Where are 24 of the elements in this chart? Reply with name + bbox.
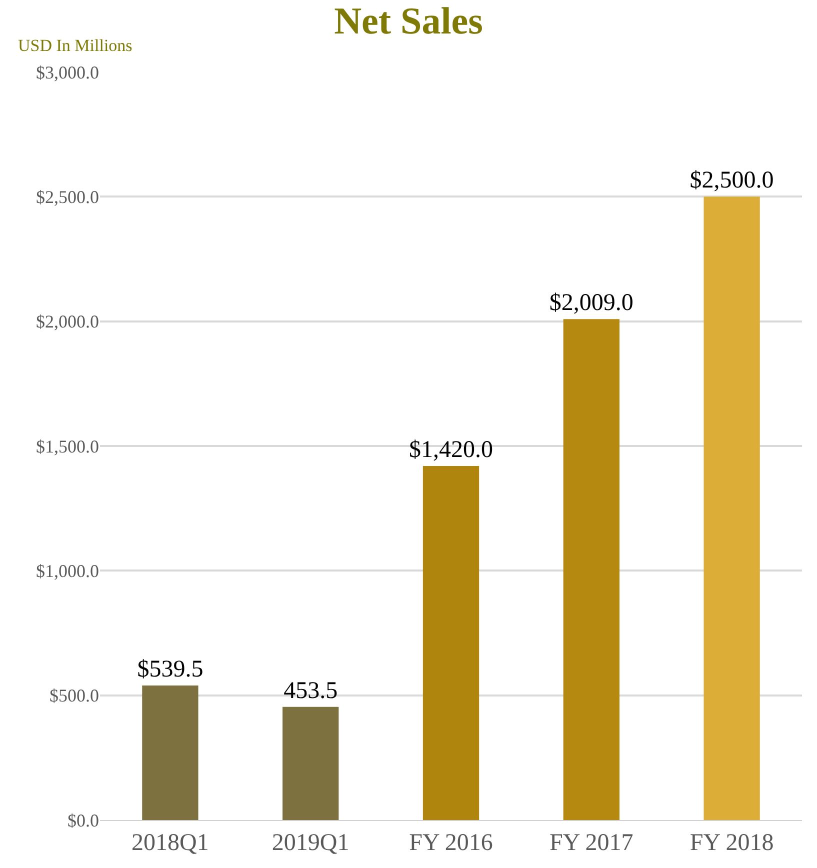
data-label: $2,500.0	[690, 168, 774, 194]
y-tick-label: $3,000.0	[36, 62, 99, 82]
y-tick-label: $0.0	[68, 810, 99, 830]
bar	[563, 319, 620, 820]
data-label: $2,009.0	[549, 290, 634, 316]
bar	[282, 706, 339, 820]
x-tick-label: FY 2017	[550, 830, 634, 856]
y-tick-label: $1,500.0	[36, 436, 99, 456]
y-axis-title: USD In Millions	[18, 36, 132, 55]
chart-title: Net Sales	[334, 0, 483, 43]
x-tick-label: FY 2018	[690, 830, 774, 856]
y-tick-label: $500.0	[50, 686, 99, 706]
bar	[422, 466, 480, 820]
data-label: 453.5	[284, 678, 338, 704]
x-tick-label: 2018Q1	[132, 830, 209, 856]
y-tick-label: $2,000.0	[36, 312, 99, 332]
y-tick-label: $2,500.0	[36, 186, 99, 207]
data-label: $1,420.0	[409, 436, 493, 463]
y-tick-label: $1,000.0	[36, 560, 99, 581]
x-tick-label: 2019Q1	[272, 830, 350, 856]
bar	[704, 196, 760, 820]
x-tick-label: FY 2016	[409, 830, 493, 856]
bar	[142, 685, 198, 820]
data-label: $539.5	[137, 656, 204, 682]
